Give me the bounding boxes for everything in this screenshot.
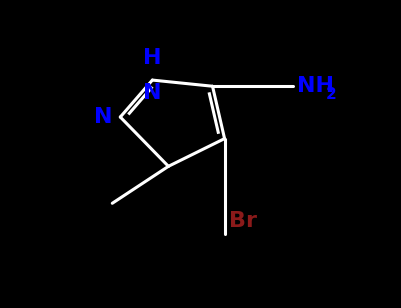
Text: NH: NH [297,76,334,96]
Text: 2: 2 [326,87,336,102]
Text: N: N [94,107,112,127]
Text: Br: Br [229,211,257,231]
Text: H: H [143,48,162,68]
Text: N: N [143,83,162,103]
